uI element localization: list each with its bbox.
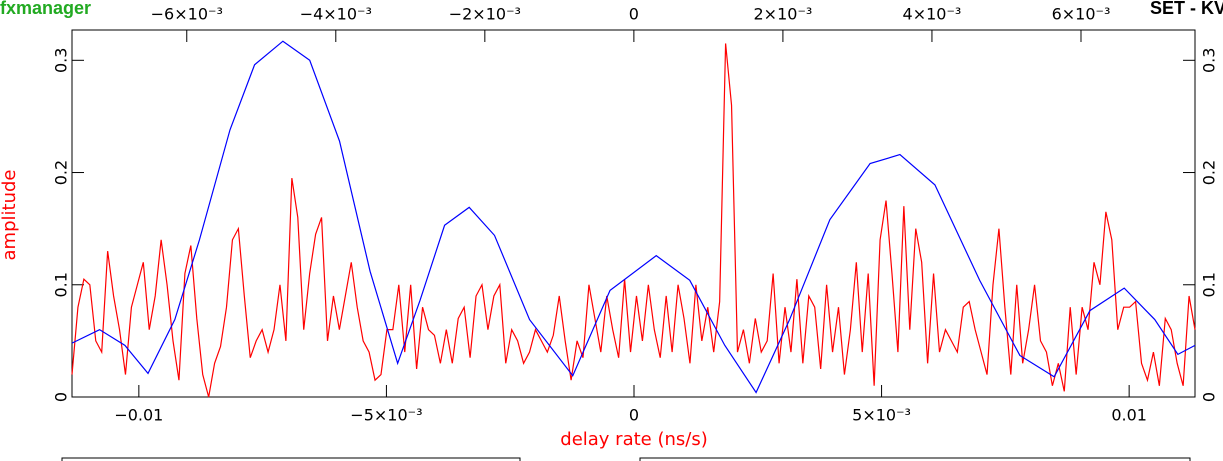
y-axis-label: amplitude: [0, 170, 20, 261]
x2-tick-label: 0: [629, 5, 639, 24]
x2-tick-label: −4×10⁻³: [300, 5, 372, 24]
y-tick-label-right: 0.1: [1200, 272, 1219, 297]
y-tick-label-right: 0.2: [1200, 160, 1219, 185]
y-tick-label: 0.3: [52, 48, 71, 73]
x-tick-label: 0.01: [1111, 406, 1147, 425]
y-tick-label: 0.2: [52, 160, 71, 185]
x2-tick-label: −6×10⁻³: [151, 5, 223, 24]
baseline-name: SET - KVNTS: [1150, 0, 1223, 18]
x2-tick-label: 6×10⁻³: [1052, 5, 1111, 24]
series-line: [71, 40, 1196, 394]
x2-tick-label: 4×10⁻³: [903, 5, 962, 24]
app-name: fxmanager: [0, 0, 91, 18]
y-tick-label-right: 0.3: [1200, 48, 1219, 73]
x-axis-label: delay rate (ns/s): [560, 429, 707, 450]
x-tick-label: 0: [629, 406, 639, 425]
series-line: [71, 43, 1196, 398]
y-tick-label: 0.1: [52, 272, 71, 297]
x2-tick-label: 2×10⁻³: [754, 5, 813, 24]
panel-frame: [639, 457, 1191, 461]
y-tick-label: 0: [52, 392, 71, 402]
x-tick-label: −0.01: [114, 406, 163, 425]
x-tick-label: −5×10⁻³: [350, 406, 422, 425]
y-tick-label-right: 0: [1200, 392, 1219, 402]
x2-tick-label: −2×10⁻³: [449, 5, 521, 24]
x-tick-label: 5×10⁻³: [852, 406, 911, 425]
lower-panel-frames: [61, 457, 1191, 461]
panel-frame: [61, 457, 521, 461]
